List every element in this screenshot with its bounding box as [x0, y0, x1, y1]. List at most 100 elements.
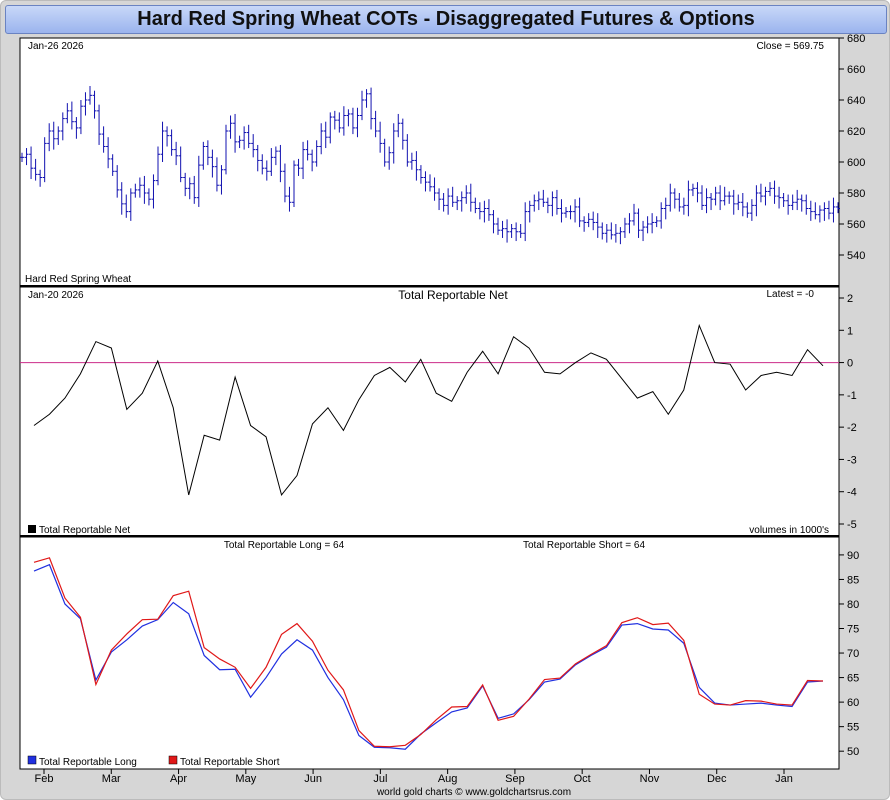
price-bar [491, 210, 496, 234]
price-bar [97, 104, 102, 145]
price-bar [600, 222, 605, 240]
price-bar [169, 129, 174, 156]
price-bar [604, 224, 609, 243]
y-tick-label: 580 [847, 188, 865, 200]
price-bar [659, 202, 664, 229]
price-bar [441, 193, 446, 212]
price-bar [509, 224, 514, 238]
price-bar [282, 163, 287, 203]
price-bar [56, 126, 61, 145]
price-bar [486, 199, 491, 221]
price-bar [650, 213, 655, 234]
price-bar [369, 87, 374, 130]
price-bar [24, 148, 29, 166]
price-bar [663, 197, 668, 220]
y-tick-label: 680 [847, 33, 865, 45]
price-bar [328, 112, 333, 144]
price-bar [310, 149, 315, 172]
price-bar [622, 217, 627, 238]
price-bar [786, 194, 791, 215]
price-bar [224, 124, 228, 175]
price-bar [727, 191, 732, 204]
price-bar [550, 191, 555, 217]
price-bar [686, 180, 691, 217]
price-bar [573, 199, 578, 223]
price-bar [29, 146, 34, 180]
price-bar [808, 200, 813, 221]
price-bar [237, 135, 242, 149]
net-legend: Total Reportable Net [39, 525, 130, 536]
price-bar [178, 146, 183, 183]
price-bar [355, 107, 360, 138]
price-bar [341, 106, 346, 136]
price-bar [78, 100, 83, 135]
price-bar [709, 193, 714, 211]
price-bar [482, 200, 487, 223]
price-bar [527, 200, 532, 223]
price-bar [609, 222, 614, 240]
price-bar [428, 174, 432, 192]
net-date-label: Jan-20 2026 [28, 290, 84, 301]
price-bar [301, 141, 306, 180]
x-tick-label: Jan [775, 773, 793, 785]
short-series-line [33, 557, 824, 748]
price-bar [400, 118, 405, 150]
price-bar [777, 186, 782, 209]
y-tick-label: 620 [847, 126, 865, 138]
price-bar [65, 103, 70, 124]
price-bar [360, 90, 364, 121]
price-bar [545, 197, 550, 214]
price-bar [591, 211, 596, 231]
price-bar [781, 193, 786, 207]
price-bar [47, 123, 52, 152]
y-tick-label: 660 [847, 64, 865, 76]
price-bar [264, 160, 269, 181]
price-bar [405, 134, 410, 167]
price-bar [69, 101, 74, 130]
net-series-line [33, 323, 824, 497]
y-tick-label: 55 [847, 722, 859, 734]
price-bar [305, 140, 310, 161]
price-bar [38, 169, 43, 187]
price-bar [632, 203, 636, 226]
price-bar [672, 188, 677, 209]
price-bar [101, 126, 106, 153]
price-bar [822, 202, 827, 221]
price-bar [754, 185, 759, 217]
price-bar [768, 182, 772, 197]
long-legend-swatch [27, 755, 37, 765]
short-title: Total Reportable Short = 64 [523, 540, 645, 551]
price-bar [332, 110, 337, 130]
price-bar [477, 202, 482, 220]
y-tick-label: 1 [847, 325, 853, 337]
price-bar [745, 202, 750, 218]
price-bar [60, 112, 65, 141]
price-bar [826, 200, 831, 220]
price-bar [142, 175, 147, 204]
net-legend-swatch [28, 525, 36, 533]
price-bar [115, 165, 120, 198]
page-title: Hard Red Spring Wheat COTs - Disaggregat… [137, 8, 755, 30]
price-bar [251, 134, 256, 158]
y-tick-label: -4 [847, 487, 857, 499]
price-bar [564, 206, 568, 218]
price-bar [582, 216, 587, 232]
price-bar [718, 185, 723, 211]
price-bar [414, 151, 419, 181]
y-tick-label: -5 [847, 519, 857, 531]
price-bar [468, 183, 473, 212]
price-bar [473, 197, 478, 214]
y-tick-label: 70 [847, 648, 859, 660]
price-bar [391, 123, 396, 164]
price-bar [350, 107, 355, 135]
price-bar [763, 186, 768, 206]
price-bar [505, 219, 510, 243]
price-bar [378, 121, 383, 153]
price-bar [523, 202, 528, 242]
price-bar [455, 196, 460, 211]
price-bar [409, 152, 414, 170]
x-tick-label: Oct [574, 773, 591, 785]
price-bar [346, 109, 351, 127]
price-bar [514, 222, 519, 242]
